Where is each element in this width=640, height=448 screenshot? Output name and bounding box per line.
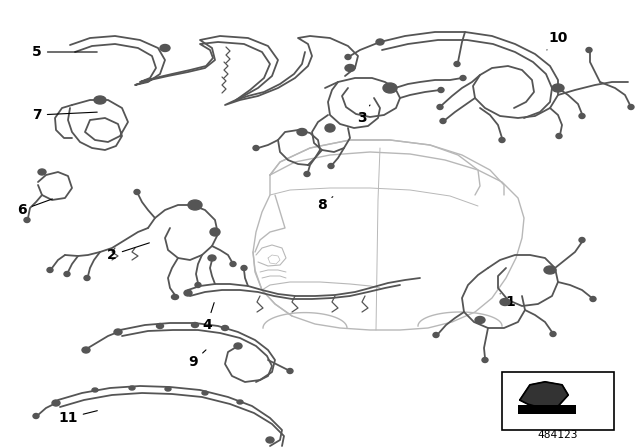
Ellipse shape — [234, 343, 242, 349]
Ellipse shape — [24, 217, 30, 223]
Ellipse shape — [157, 323, 163, 328]
Ellipse shape — [325, 124, 335, 132]
Ellipse shape — [297, 129, 307, 135]
Ellipse shape — [165, 387, 171, 391]
Ellipse shape — [544, 266, 556, 274]
Text: 8: 8 — [317, 197, 333, 212]
Ellipse shape — [440, 119, 446, 124]
Ellipse shape — [586, 47, 592, 52]
Ellipse shape — [475, 316, 485, 323]
Ellipse shape — [482, 358, 488, 362]
Ellipse shape — [438, 87, 444, 92]
Text: 484123: 484123 — [538, 430, 579, 440]
Ellipse shape — [345, 55, 351, 60]
Ellipse shape — [579, 113, 585, 119]
Ellipse shape — [47, 267, 53, 272]
Text: 10: 10 — [547, 31, 568, 50]
Ellipse shape — [345, 65, 355, 72]
Ellipse shape — [287, 369, 293, 374]
Ellipse shape — [556, 134, 562, 138]
Text: 7: 7 — [32, 108, 97, 122]
Ellipse shape — [241, 266, 247, 271]
Ellipse shape — [184, 290, 192, 296]
Text: 6: 6 — [17, 199, 52, 217]
Ellipse shape — [210, 228, 220, 236]
Ellipse shape — [160, 44, 170, 52]
Ellipse shape — [208, 255, 216, 261]
Ellipse shape — [202, 391, 208, 395]
Ellipse shape — [82, 347, 90, 353]
Ellipse shape — [437, 104, 443, 109]
Ellipse shape — [550, 332, 556, 336]
Ellipse shape — [129, 386, 135, 390]
Text: 3: 3 — [357, 105, 370, 125]
Ellipse shape — [230, 262, 236, 267]
Ellipse shape — [92, 388, 98, 392]
Ellipse shape — [266, 437, 274, 443]
Ellipse shape — [64, 271, 70, 276]
Ellipse shape — [84, 276, 90, 280]
Ellipse shape — [172, 294, 179, 300]
Text: 11: 11 — [58, 411, 97, 425]
Ellipse shape — [454, 61, 460, 66]
Text: 4: 4 — [202, 303, 214, 332]
Ellipse shape — [579, 237, 585, 242]
Bar — [502, 372, 614, 430]
Ellipse shape — [253, 146, 259, 151]
Text: 1: 1 — [500, 294, 515, 309]
Ellipse shape — [237, 400, 243, 404]
Ellipse shape — [590, 297, 596, 302]
Polygon shape — [520, 382, 568, 408]
Ellipse shape — [500, 298, 510, 306]
Ellipse shape — [460, 76, 466, 81]
Ellipse shape — [552, 84, 564, 92]
Ellipse shape — [328, 164, 334, 168]
Ellipse shape — [134, 190, 140, 194]
Ellipse shape — [188, 200, 202, 210]
Ellipse shape — [195, 283, 201, 288]
Text: 9: 9 — [188, 350, 206, 369]
Ellipse shape — [191, 323, 198, 327]
Ellipse shape — [114, 329, 122, 335]
Text: 2: 2 — [107, 243, 149, 262]
Bar — [518, 405, 576, 414]
Ellipse shape — [33, 414, 39, 418]
Ellipse shape — [628, 104, 634, 109]
Ellipse shape — [383, 83, 397, 93]
Ellipse shape — [38, 169, 46, 175]
Ellipse shape — [433, 332, 439, 337]
Text: 5: 5 — [32, 45, 97, 59]
Ellipse shape — [94, 96, 106, 104]
Ellipse shape — [52, 400, 60, 406]
Ellipse shape — [499, 138, 505, 142]
Ellipse shape — [221, 326, 228, 331]
Ellipse shape — [376, 39, 384, 45]
Ellipse shape — [304, 172, 310, 177]
